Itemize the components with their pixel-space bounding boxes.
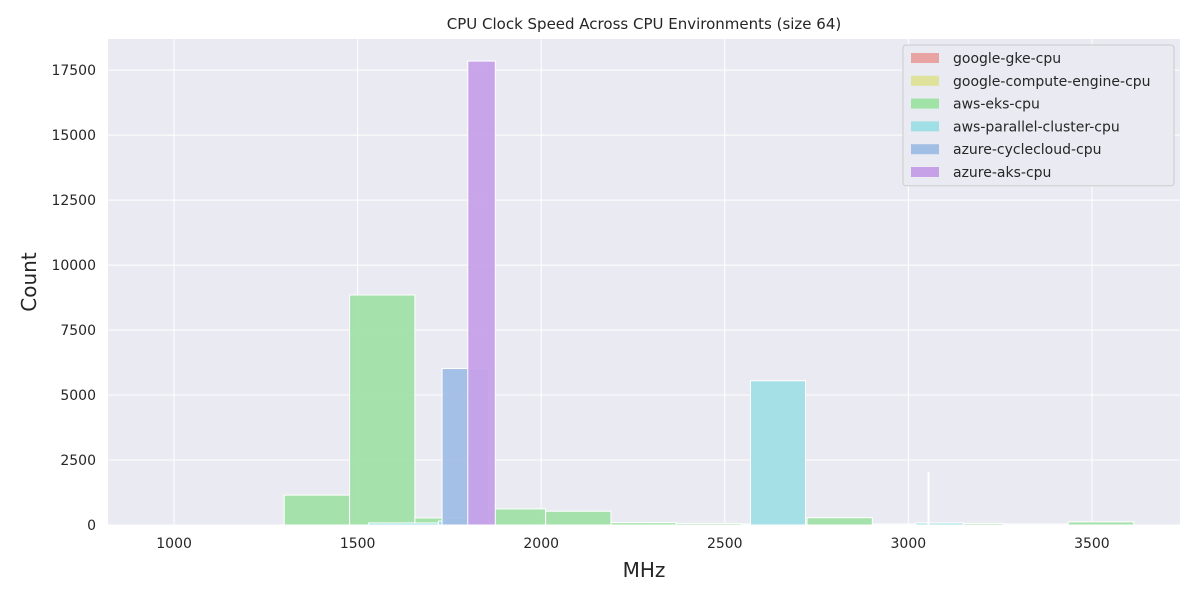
histogram-bars: [283, 60, 1135, 526]
legend-label-azure-aks-cpu: azure-aks-cpu: [953, 165, 1051, 181]
x-axis-ticks: 1000 1500 2000 2500 3000 3500: [156, 536, 1109, 552]
bar-aws-parallel-cluster-cpu-3: [915, 522, 964, 526]
y-tick-label: 7500: [60, 323, 96, 339]
legend-swatch-aws-eks-cpu: [911, 98, 939, 109]
bar-azure-aks-cpu-0: [467, 60, 496, 526]
x-axis-title: MHz: [623, 558, 666, 582]
x-tick-label: 3500: [1074, 536, 1110, 552]
x-tick-label: 1500: [340, 536, 376, 552]
y-tick-label: 17500: [51, 63, 96, 79]
chart-title: CPU Clock Speed Across CPU Environments …: [447, 15, 842, 33]
bar-aws-eks-cpu-12: [1067, 521, 1135, 526]
series-aws-parallel-cluster-cpu: [368, 380, 964, 526]
y-tick-label: 2500: [60, 453, 96, 469]
bar-aws-eks-cpu-11: [1002, 523, 1069, 526]
bar-aws-parallel-cluster-cpu-2: [749, 380, 807, 526]
y-axis-ticks: 0 2500 5000 7500 10000 12500 15000 17500: [51, 63, 96, 534]
y-axis-title: Count: [17, 252, 41, 312]
bar-aws-eks-cpu-5: [610, 522, 677, 526]
bar-aws-eks-cpu-1: [349, 294, 416, 526]
y-tick-label: 15000: [51, 128, 96, 144]
legend-label-google-gke-cpu: google-gke-cpu: [953, 51, 1061, 67]
x-tick-label: 1000: [156, 536, 192, 552]
y-tick-label: 12500: [51, 193, 96, 209]
legend-label-azure-cyclecloud-cpu: azure-cyclecloud-cpu: [953, 142, 1102, 158]
bar-aws-eks-cpu-8: [806, 517, 873, 526]
legend-swatch-azure-aks-cpu: [911, 167, 939, 177]
legend-swatch-azure-cyclecloud-cpu: [911, 144, 939, 155]
y-tick-label: 10000: [51, 258, 96, 274]
x-tick-label: 3000: [891, 536, 927, 552]
bar-aws-parallel-cluster-cpu-0: [368, 522, 439, 526]
x-tick-label: 2000: [523, 536, 559, 552]
legend-label-aws-eks-cpu: aws-eks-cpu: [953, 97, 1040, 113]
legend-label-aws-parallel-cluster-cpu: aws-parallel-cluster-cpu: [953, 119, 1120, 135]
legend-swatch-aws-parallel-cluster-cpu: [911, 121, 939, 132]
legend: google-gke-cpu google-compute-engine-cpu a…: [902, 44, 1175, 187]
x-tick-label: 2500: [707, 536, 743, 552]
legend-box: [902, 44, 1175, 187]
bar-aws-eks-cpu-6: [675, 522, 743, 526]
series-azure-aks-cpu: [467, 60, 496, 526]
series-aws-eks-cpu: [283, 294, 1135, 526]
legend-swatch-google-gke-cpu: [911, 53, 939, 63]
bar-aws-eks-cpu-0: [283, 494, 351, 526]
legend-swatch-google-compute-engine-cpu: [911, 75, 939, 86]
y-tick-label: 5000: [60, 388, 96, 404]
y-tick-label: 0: [87, 518, 96, 534]
bar-aws-eks-cpu-4: [545, 510, 612, 526]
legend-label-google-compute-engine-cpu: google-compute-engine-cpu: [953, 74, 1151, 90]
